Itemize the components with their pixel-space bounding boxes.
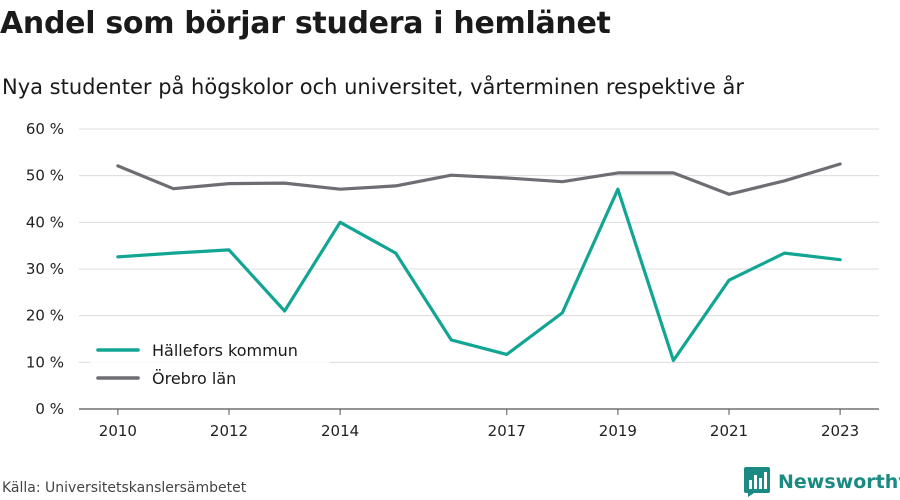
legend: Hällefors kommun Örebro län: [90, 336, 330, 394]
y-tick-label: 30 %: [26, 260, 64, 278]
y-tick-label: 50 %: [26, 167, 64, 185]
chart-title: Andel som börjar studera i hemlänet: [0, 6, 611, 41]
y-tick-label: 10 %: [26, 353, 64, 371]
x-tick-label: 2017: [488, 422, 526, 440]
y-tick-label: 60 %: [26, 120, 64, 138]
y-tick-label: 20 %: [26, 307, 64, 325]
legend-label: Örebro län: [152, 369, 236, 388]
legend-background: [90, 336, 330, 394]
x-tick-label: 2023: [821, 422, 859, 440]
series-lines: [116, 162, 842, 363]
x-tick-label: 2012: [210, 422, 248, 440]
bar-chart-document-icon: [744, 467, 770, 497]
y-tick-label: 0 %: [35, 400, 64, 418]
x-tick-label: 2010: [99, 422, 137, 440]
y-tick-label: 40 %: [26, 213, 64, 231]
source-note: Källa: Universitetskanslersämbetet: [2, 480, 247, 496]
x-tick-label: 2021: [710, 422, 748, 440]
series-line-1: [116, 162, 842, 196]
brand-name: Newsworthy: [778, 471, 900, 493]
axes: 0 % 10 % 20 % 30 % 40 % 50 % 60 % 2010 2012 2014 2…: [26, 120, 859, 440]
x-tick-label: 2014: [321, 422, 359, 440]
x-tick-label: 2019: [599, 422, 637, 440]
grid-lines: [79, 128, 879, 410]
chart-subtitle: Nya studenter på högskolor och universit…: [2, 75, 744, 99]
legend-label: Hällefors kommun: [152, 341, 298, 360]
series-line-0: [116, 187, 842, 363]
brand-logo: Newsworthy: [744, 467, 900, 497]
